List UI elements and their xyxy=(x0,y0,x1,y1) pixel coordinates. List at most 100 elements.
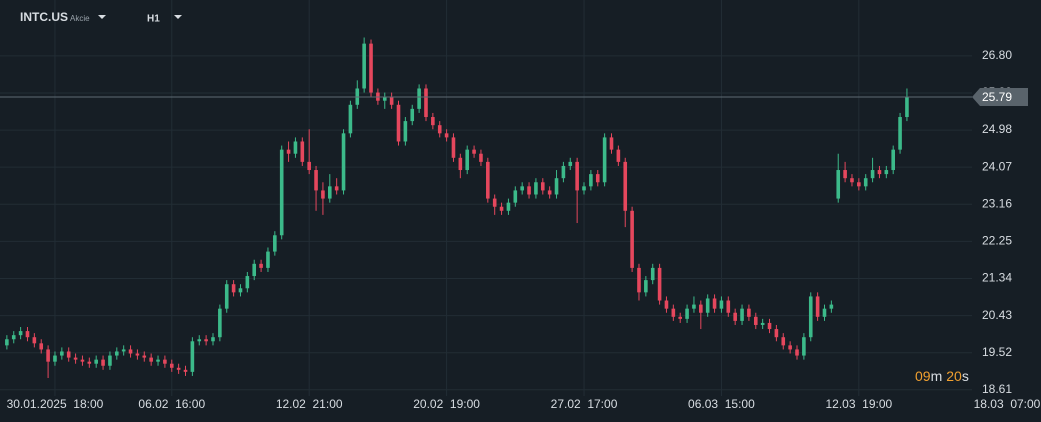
candle-body xyxy=(815,296,820,317)
candle-body xyxy=(108,355,112,366)
candle-body xyxy=(602,137,607,183)
candle-body xyxy=(843,170,847,179)
candle-body xyxy=(101,359,105,366)
candle-body xyxy=(609,137,614,150)
candle-body xyxy=(396,104,401,142)
candle-body xyxy=(73,357,78,360)
candle-body xyxy=(11,335,16,340)
last-price-label: 25.79 xyxy=(982,90,1012,104)
candle-body xyxy=(671,308,676,317)
candle-body xyxy=(163,359,167,364)
candle-body xyxy=(431,117,435,126)
candle-body xyxy=(561,165,566,179)
candle-body xyxy=(218,308,222,338)
candle-body xyxy=(369,43,373,93)
candle-body xyxy=(362,43,366,89)
timeframe[interactable]: H1 xyxy=(147,14,160,25)
candle-body xyxy=(128,349,133,354)
x-tick-label: 12.02 21:00 xyxy=(276,397,343,411)
candle-body xyxy=(822,308,827,317)
candle-body xyxy=(520,186,524,191)
candle-body xyxy=(39,343,44,350)
candle-body xyxy=(877,170,882,175)
candle-body xyxy=(169,363,174,368)
candle-body xyxy=(726,300,731,313)
candle-body xyxy=(575,161,579,191)
candle-body xyxy=(589,174,593,187)
axis: 18.61 19.52 20.43 21.34 22.25 23.16 24.07 24.98… xyxy=(7,48,1041,411)
candle-body xyxy=(204,339,208,342)
candle-body xyxy=(870,170,875,179)
candle-body xyxy=(582,186,586,191)
candle-body xyxy=(699,304,703,313)
candle-body xyxy=(733,312,737,321)
candle-body xyxy=(540,182,545,191)
candle-body xyxy=(554,178,559,195)
candle-body xyxy=(197,339,202,342)
candle-body xyxy=(891,149,895,171)
candle-body xyxy=(176,367,181,370)
candle-body xyxy=(808,296,813,338)
x-tick-label: 06.02 16:00 xyxy=(138,397,205,411)
candle-body xyxy=(513,190,518,203)
countdown-seconds: 20 xyxy=(946,368,962,384)
candle-body xyxy=(293,141,298,154)
y-tick-label: 22.25 xyxy=(982,234,1012,248)
candle-body xyxy=(767,322,772,330)
candle-body xyxy=(327,186,332,199)
candle-body xyxy=(18,331,23,336)
candle-body xyxy=(382,96,387,101)
candle-body xyxy=(307,161,311,171)
symbol-dropdown[interactable] xyxy=(98,15,106,19)
candle-body xyxy=(712,298,717,309)
candle-body xyxy=(499,206,504,211)
countdown-minutes: 09 xyxy=(915,368,931,384)
timeframe-dropdown[interactable] xyxy=(174,15,182,19)
candle-body xyxy=(657,267,662,301)
candle-body xyxy=(444,133,449,138)
candle-body xyxy=(637,267,641,293)
y-tick-label: 23.16 xyxy=(982,196,1012,210)
candle-body xyxy=(87,361,92,364)
candle-body xyxy=(850,178,854,183)
candle-body xyxy=(492,198,497,207)
countdown: 09m 20s xyxy=(915,368,969,384)
candle-body xyxy=(479,153,483,162)
x-tick-label: 18.03 07:00 xyxy=(974,397,1041,411)
countdown-unit: m xyxy=(931,368,943,384)
y-tick-label: 26.80 xyxy=(982,48,1012,62)
y-tick-label: 18.61 xyxy=(982,382,1012,396)
candle-body xyxy=(486,161,490,199)
instrument-type: Akcie xyxy=(70,14,90,23)
candle-body xyxy=(245,276,250,289)
candle-body xyxy=(231,284,236,293)
candle-body xyxy=(286,149,291,154)
candle-body xyxy=(802,337,806,356)
candle-body xyxy=(898,117,902,150)
candle-body xyxy=(547,190,552,195)
candle-body xyxy=(53,355,57,362)
y-tick-label: 24.07 xyxy=(982,159,1012,173)
candle-body xyxy=(424,88,428,118)
x-tick-label: 20.02 19:00 xyxy=(413,397,480,411)
candle-body xyxy=(472,149,476,154)
candle-body xyxy=(527,186,531,195)
candle-body xyxy=(705,298,710,313)
y-tick-label: 20.43 xyxy=(982,308,1012,322)
candle-body xyxy=(788,345,792,350)
candle-body xyxy=(403,121,408,142)
candle-body xyxy=(94,359,98,364)
candle-body xyxy=(829,304,834,309)
countdown-unit: s xyxy=(962,368,969,384)
candle-body xyxy=(259,263,263,268)
candle-body xyxy=(740,308,744,321)
candle-body xyxy=(534,182,538,195)
symbol[interactable]: INTC.US xyxy=(20,10,68,24)
candle-body xyxy=(266,251,270,268)
candle-body xyxy=(719,300,724,309)
candle-body xyxy=(644,280,648,293)
plot-area xyxy=(0,37,972,378)
y-tick-label: 24.98 xyxy=(982,122,1012,136)
candle-body xyxy=(321,190,325,199)
candle-body xyxy=(66,351,71,358)
